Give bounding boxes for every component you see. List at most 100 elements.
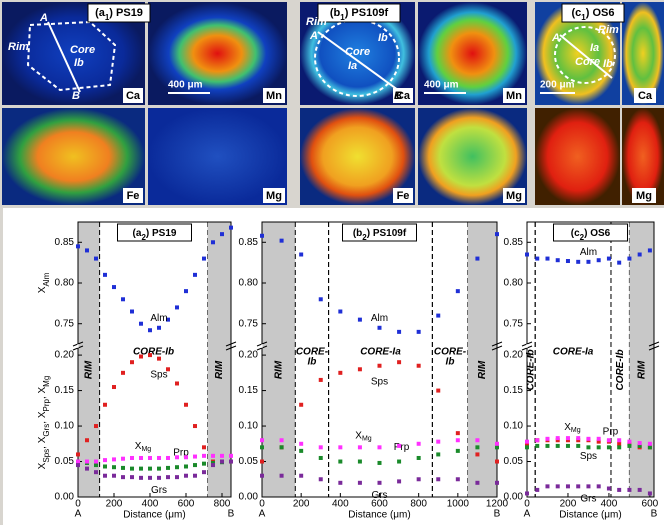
data-point <box>76 244 80 249</box>
axis-break-gap <box>261 344 263 348</box>
y-tick-label: 0.75 <box>55 318 75 329</box>
data-point <box>260 438 264 443</box>
tile-label-box <box>393 88 413 103</box>
plot-title: (b2) PS109f <box>353 228 407 242</box>
text-part: Alm <box>42 272 51 286</box>
data-point <box>299 402 304 407</box>
data-point <box>627 441 632 446</box>
map-tile <box>535 108 620 205</box>
data-point <box>121 475 125 480</box>
data-point <box>139 321 143 326</box>
zone-label: CORE- <box>434 347 467 358</box>
data-point <box>617 438 622 443</box>
data-point <box>647 248 652 253</box>
tile-label-box <box>634 88 656 103</box>
zone-label: RIM <box>636 360 647 379</box>
data-point <box>175 305 179 310</box>
text-part: (c <box>571 228 580 239</box>
axis-break-gap <box>77 344 79 348</box>
series-label: Prp <box>173 447 189 458</box>
text-part: X <box>37 462 48 469</box>
data-point <box>397 459 402 464</box>
map-title: (a1) PS19 <box>95 7 143 22</box>
plot-background <box>3 208 664 525</box>
map-label: Rim <box>598 24 619 36</box>
data-point <box>357 317 362 322</box>
data-point <box>617 487 622 492</box>
zone-label: CORE- <box>296 347 329 358</box>
zone-label: CORE-Ia <box>553 347 594 358</box>
data-point <box>139 455 143 460</box>
x-tick-label: 1000 <box>447 499 470 510</box>
data-point <box>202 256 206 261</box>
text-part: , X <box>37 436 48 449</box>
data-point <box>76 463 80 468</box>
data-point <box>617 441 622 446</box>
data-point <box>184 473 188 478</box>
data-point <box>397 443 402 448</box>
zone-label: RIM <box>273 360 284 379</box>
data-point <box>377 480 382 485</box>
zone-label: RIM <box>83 360 94 379</box>
data-point <box>586 259 591 264</box>
data-point <box>416 477 421 482</box>
data-point <box>377 445 382 450</box>
data-point <box>94 470 98 475</box>
text-part: X <box>564 421 571 432</box>
data-point <box>279 238 284 243</box>
data-point <box>299 441 304 446</box>
data-point <box>148 466 152 471</box>
data-point <box>596 436 601 441</box>
data-point <box>475 438 480 443</box>
text-part: Mg <box>362 436 372 443</box>
map-label: Ib <box>603 58 613 70</box>
map-label: A <box>551 32 560 44</box>
data-point <box>565 436 570 441</box>
data-point <box>220 232 224 237</box>
tile-label-box <box>632 188 656 203</box>
series-label: XMg <box>355 430 372 443</box>
y-tick-label: 0.80 <box>55 278 75 289</box>
data-point <box>338 459 343 464</box>
tile-label-box <box>263 188 285 203</box>
y-tick-label: 0.15 <box>504 385 524 396</box>
data-point <box>157 325 161 330</box>
data-point <box>606 486 611 491</box>
data-point <box>495 441 499 446</box>
data-point <box>103 458 107 463</box>
data-point <box>299 252 304 257</box>
data-point <box>85 466 89 471</box>
data-point <box>184 464 188 469</box>
profile-line <box>317 31 399 91</box>
x-end-label: B <box>651 509 658 520</box>
x-tick-label: 600 <box>642 499 659 510</box>
data-point <box>565 438 570 443</box>
data-point <box>416 363 421 368</box>
data-point <box>157 466 161 471</box>
text-part: Prp <box>394 442 410 453</box>
element-maps: (a1) PS19 (b1) PS109f (c1) OS6 Ca Mn Fe … <box>2 2 664 205</box>
series-label: Prp <box>394 442 410 453</box>
data-point <box>525 441 529 446</box>
data-point <box>157 475 161 480</box>
y-tick-label: 0.85 <box>504 237 524 248</box>
data-point <box>220 453 224 458</box>
text-part: Prp <box>603 426 619 437</box>
data-point <box>535 256 540 261</box>
rim-zone <box>207 222 231 497</box>
data-point <box>606 438 611 443</box>
data-point <box>576 443 581 448</box>
tile-label: Fe <box>397 190 410 202</box>
data-point <box>94 463 98 468</box>
series-label: Grs <box>151 484 167 495</box>
data-point <box>193 424 197 429</box>
axis-frame <box>526 221 655 498</box>
data-point <box>475 445 480 450</box>
core-outline <box>554 26 616 84</box>
data-point <box>211 460 215 465</box>
text-part: , X <box>37 411 48 424</box>
data-point <box>112 457 116 462</box>
data-point <box>637 443 642 448</box>
zone-label: Ib <box>307 357 316 368</box>
data-point <box>397 479 402 484</box>
